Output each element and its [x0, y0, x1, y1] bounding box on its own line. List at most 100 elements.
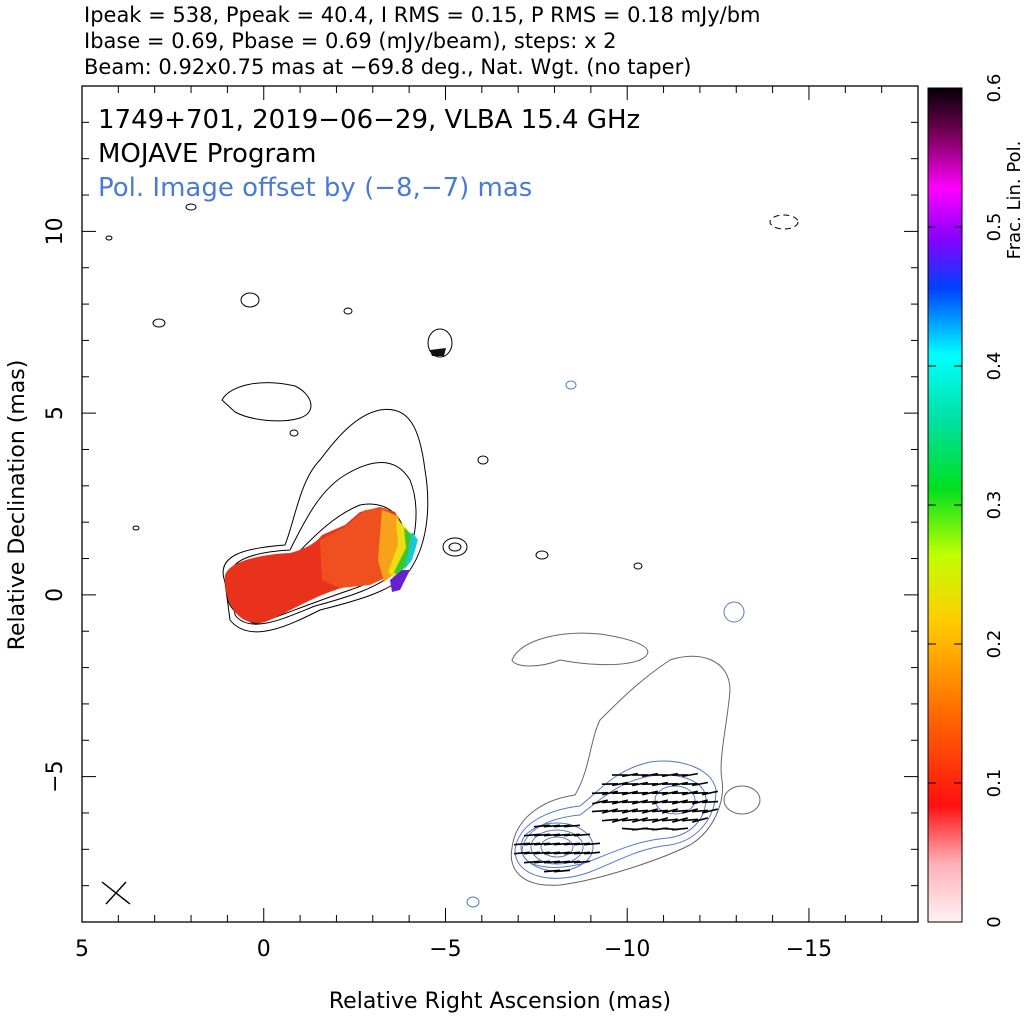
pol-core-contour-3 — [540, 836, 574, 858]
fpol-yellow — [388, 518, 408, 578]
evpa-vector — [573, 833, 591, 837]
pol-contour-1 — [514, 760, 717, 879]
evpa-vector — [563, 851, 581, 855]
evpa-vector — [553, 824, 571, 828]
evpa-vector — [533, 851, 551, 855]
evpa-vector — [533, 833, 551, 837]
evpa-vector — [563, 860, 581, 864]
beam-marker — [101, 881, 131, 905]
evpa-vector — [612, 817, 628, 823]
evpa-vector — [692, 799, 708, 805]
evpa-vector — [631, 781, 649, 787]
evpa-vector — [631, 809, 649, 813]
header-line-2: Ibase = 0.69, Pbase = 0.69 (mJy/beam), s… — [84, 29, 616, 53]
y-tick-label: 5 — [43, 406, 68, 420]
right-blob — [442, 537, 468, 557]
x-tick-label: 0 — [257, 937, 271, 962]
evpa-vector — [631, 791, 649, 795]
evpa-vector — [681, 800, 699, 804]
evpa-vector — [523, 860, 541, 864]
colorbar: 0 0.1 0.2 0.3 0.4 0.5 0.6 Frac. Lin. Pol. — [927, 74, 1025, 928]
small-blob-8 — [535, 550, 549, 560]
evpa-vector — [573, 842, 591, 846]
evpa-vector — [681, 818, 699, 822]
y-tick-label: 0 — [43, 588, 68, 602]
x-tick-labels: 5 0 −5 −10 −15 — [75, 937, 832, 962]
evpa-vector — [661, 800, 679, 804]
program-annotation: MOJAVE Program — [98, 139, 316, 169]
evpa-vector — [651, 809, 669, 813]
axis-ticks — [81, 85, 919, 923]
colorbar-tick-label: 0.4 — [984, 352, 1005, 381]
small-blob-2 — [240, 292, 260, 308]
evpa-vector — [662, 790, 678, 796]
evpa-vector — [691, 791, 709, 795]
evpa-vector — [652, 817, 668, 823]
evpa-vector — [611, 791, 629, 795]
pol-small-blob-3 — [723, 601, 745, 623]
colorbar-tick-label: 0.3 — [984, 491, 1005, 520]
evpa-vector — [601, 800, 619, 804]
fpol-purple — [390, 570, 410, 592]
small-blob-10 — [769, 214, 799, 230]
evpa-vector — [523, 833, 541, 837]
evpa-vector — [591, 791, 609, 795]
evpa-vector — [611, 809, 629, 813]
x-axis-label: Relative Right Ascension (mas) — [329, 989, 671, 1014]
pol-core-contour-2 — [530, 829, 584, 865]
offset-annotation: Pol. Image offset by (−8,−7) mas — [98, 173, 532, 203]
colorbar-tick-label: 0.5 — [984, 213, 1005, 242]
small-blob-4 — [185, 203, 197, 211]
x-tick-label: −5 — [429, 937, 461, 962]
small-blob-3 — [343, 307, 353, 315]
evpa-vector — [583, 851, 601, 855]
evpa-vector — [671, 827, 689, 831]
evpa-vector — [533, 824, 551, 828]
evpa-vector — [641, 818, 659, 822]
evpa-vector — [563, 824, 581, 828]
small-blob-9 — [633, 562, 643, 570]
evpa-vector — [651, 781, 669, 787]
y-tick-label: 10 — [43, 217, 68, 245]
colorbar-tick-label: 0 — [984, 916, 1005, 927]
small-blob-12 — [132, 525, 140, 531]
evpa-vector — [573, 851, 591, 855]
evpa-vector — [543, 833, 561, 837]
evpa-vector — [602, 790, 618, 796]
evpa-vector — [601, 818, 619, 822]
evpa-vector — [632, 799, 648, 805]
evpa-vector — [543, 869, 561, 873]
evpa-vector — [612, 799, 628, 805]
y-axis-label: Relative Declination (mas) — [5, 360, 30, 651]
evpa-vector — [642, 790, 658, 796]
evpa-vector — [682, 790, 698, 796]
evpa-vector — [602, 808, 618, 814]
colorbar-tick-label: 0.2 — [984, 630, 1005, 659]
evpa-vector — [672, 817, 688, 823]
evpa-vector — [513, 851, 531, 855]
evpa-vector — [642, 808, 658, 814]
evpa-vector — [533, 860, 551, 864]
evpa-vector — [701, 800, 719, 804]
colorbar-tick-label: 0.6 — [984, 74, 1005, 103]
plot-frame — [81, 85, 919, 923]
evpa-vector — [692, 817, 708, 823]
x-tick-label: −10 — [604, 937, 650, 962]
fpol-knot-red — [320, 508, 400, 588]
x-tick-label: −15 — [786, 937, 832, 962]
contour-2 — [230, 462, 417, 625]
header-line-3: Beam: 0.92x0.75 mas at −69.8 deg., Nat. … — [84, 55, 691, 79]
evpa-vector — [553, 851, 571, 855]
small-blob-5 — [289, 429, 299, 437]
upper-extension — [221, 382, 312, 422]
evpa-vector — [563, 842, 581, 846]
evpa-vector — [592, 799, 608, 805]
evpa-vector — [523, 851, 541, 855]
evpa-vector — [611, 781, 629, 787]
evpa-vector — [523, 842, 541, 846]
gray-lobe-contour — [511, 632, 649, 667]
evpa-vector — [702, 790, 718, 796]
evpa-vector — [691, 781, 709, 787]
fpol-green — [394, 528, 414, 576]
